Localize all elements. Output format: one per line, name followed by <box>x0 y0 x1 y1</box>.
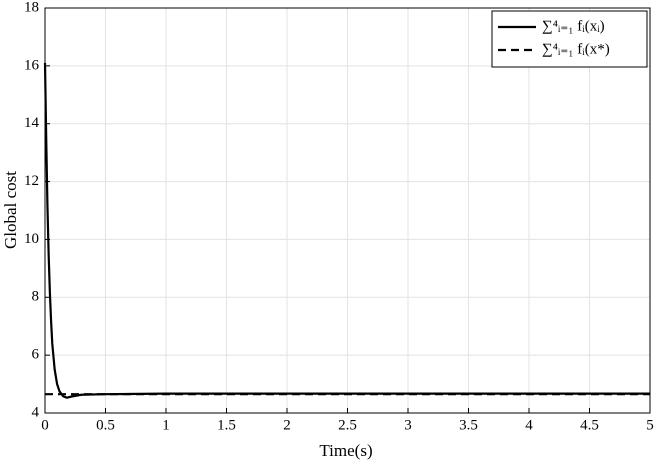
y-tick-label: 18 <box>24 0 39 15</box>
legend-label: ∑⁴ᵢ₌₁ fᵢ(xᵢ) <box>542 18 605 34</box>
y-tick-label: 14 <box>24 115 40 131</box>
x-axis-label: Time(s) <box>319 441 372 460</box>
y-tick-label: 16 <box>24 57 40 73</box>
x-tick-label: 4.5 <box>580 417 599 433</box>
y-tick-label: 12 <box>24 173 39 189</box>
y-tick-label: 10 <box>24 231 39 247</box>
y-tick-label: 4 <box>32 404 40 420</box>
x-tick-label: 0 <box>41 417 49 433</box>
y-axis-label: Global cost <box>1 171 20 249</box>
x-tick-label: 0.5 <box>96 417 115 433</box>
x-tick-label: 3 <box>404 417 412 433</box>
x-tick-label: 1 <box>162 417 170 433</box>
legend-label: ∑⁴ᵢ₌₁ fᵢ(x*) <box>542 41 610 57</box>
x-tick-label: 2 <box>283 417 291 433</box>
y-tick-label: 8 <box>32 289 40 305</box>
x-tick-label: 4 <box>525 417 533 433</box>
x-tick-label: 5 <box>646 417 654 433</box>
x-tick-label: 3.5 <box>459 417 478 433</box>
plot-frame <box>44 7 651 414</box>
x-tick-label: 1.5 <box>217 417 236 433</box>
y-tick-label: 6 <box>32 347 40 363</box>
x-tick-label: 2.5 <box>338 417 357 433</box>
legend-box <box>491 10 648 68</box>
